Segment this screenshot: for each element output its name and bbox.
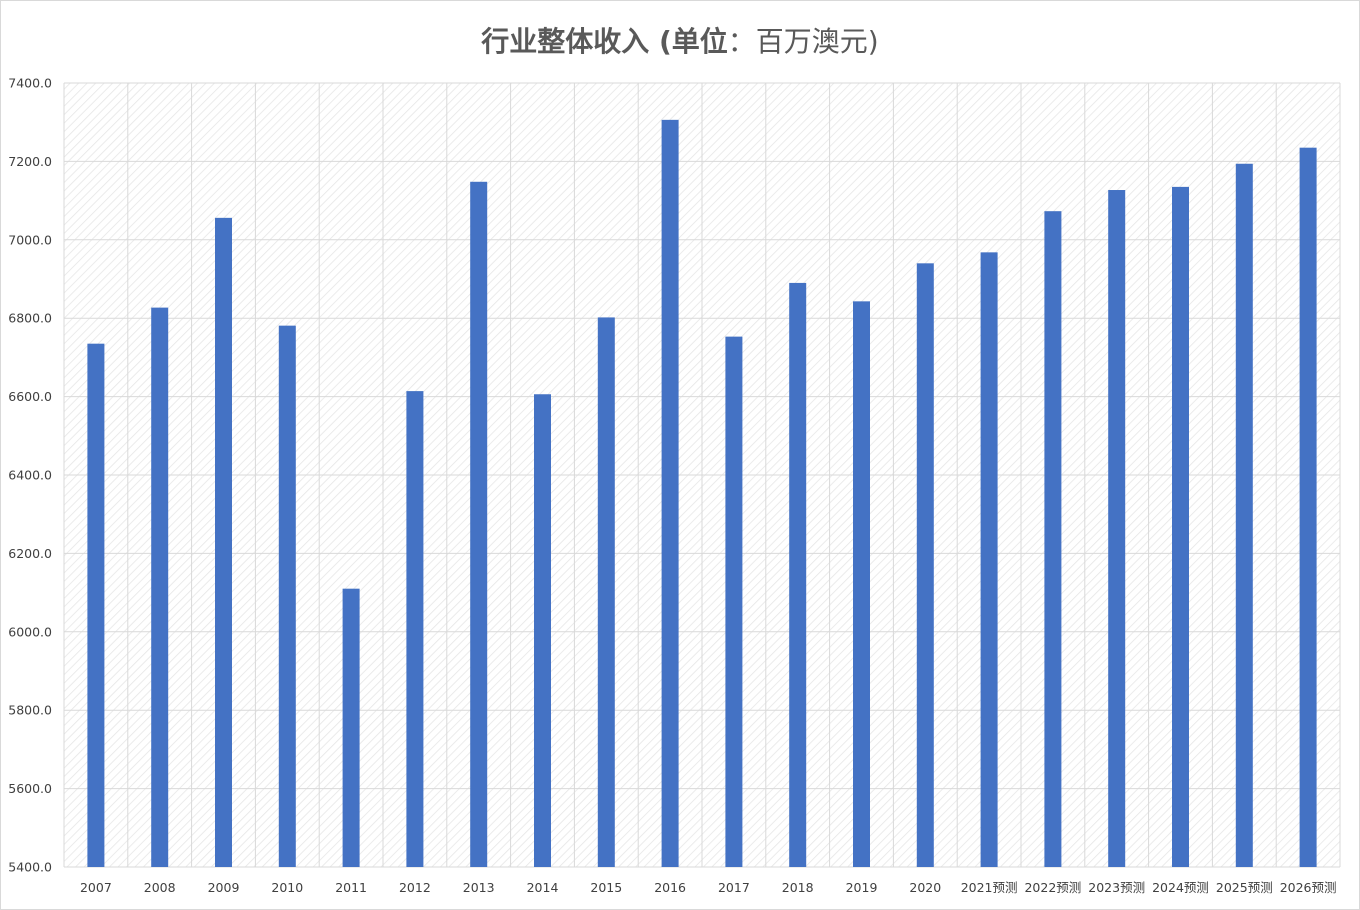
bar-2014: [534, 394, 551, 867]
y-tick-label: 5400.0: [8, 860, 52, 875]
x-tick-label: 2015: [590, 880, 622, 895]
y-tick-label: 7000.0: [8, 232, 52, 247]
bar-2019: [853, 301, 870, 867]
x-tick-label: 2019: [846, 880, 878, 895]
x-tick-label: 2008: [144, 880, 176, 895]
bar-2026预测: [1299, 147, 1317, 867]
bar-2010: [278, 325, 296, 867]
x-tick-label: 2020: [909, 880, 941, 895]
y-tick-label: 6800.0: [8, 311, 52, 326]
bar-2009: [215, 217, 232, 867]
bar-2013: [470, 181, 488, 867]
y-tick-label: 5800.0: [8, 703, 52, 718]
bar-2021预测: [980, 252, 998, 867]
y-tick-label: 6400.0: [8, 468, 52, 483]
x-tick-label: 2014: [527, 880, 559, 895]
bar-2020: [916, 263, 934, 867]
x-axis-ticks: 2007 2008 2009 2010 2011 2012 2013 2014 2015 2016…: [80, 880, 1337, 895]
bar-2022预测: [1044, 211, 1062, 867]
y-axis-ticks: 5400.0 5600.0 5800.0 6000.0 6200.0 6400.0 6600…: [8, 76, 52, 875]
x-tick-label: 2016: [654, 880, 686, 895]
x-tick-label: 2025预测: [1216, 880, 1273, 895]
x-tick-label: 2026预测: [1280, 880, 1337, 895]
y-tick-label: 6200.0: [8, 546, 52, 561]
x-tick-label: 2011: [335, 880, 367, 895]
x-tick-label: 2013: [463, 880, 495, 895]
x-tick-label: 2017: [718, 880, 750, 895]
bar-2011: [342, 588, 360, 867]
y-tick-label: 7200.0: [8, 154, 52, 169]
x-tick-label: 2010: [271, 880, 303, 895]
y-tick-label: 5600.0: [8, 781, 52, 796]
bar-2018: [789, 282, 807, 867]
bar-2007: [87, 343, 105, 867]
x-tick-label: 2007: [80, 880, 112, 895]
bar-2016: [661, 119, 679, 867]
gridlines: [63, 82, 1341, 868]
y-tick-label: 6600.0: [8, 389, 52, 404]
chart-title-unit: ：百万澳元): [727, 25, 879, 58]
bar-2015: [597, 317, 615, 867]
bar-2008: [151, 307, 169, 868]
chart-title-main: 行业整体收入 (单位: [481, 25, 728, 58]
x-tick-label: 2022预测: [1024, 880, 1081, 895]
x-tick-label: 2018: [782, 880, 814, 895]
y-tick-label: 6000.0: [8, 624, 52, 639]
x-tick-label: 2009: [208, 880, 240, 895]
bar-2012: [406, 391, 424, 867]
bars: [87, 119, 1317, 868]
x-tick-label: 2024预测: [1152, 880, 1209, 895]
x-tick-label: 2021预测: [961, 880, 1018, 895]
bar-2017: [725, 336, 743, 867]
x-tick-label: 2012: [399, 880, 431, 895]
bar-2024预测: [1172, 186, 1189, 867]
x-tick-label: 2023预测: [1088, 880, 1145, 895]
chart-title: 行业整体收入 (单位：百万澳元): [0, 20, 1360, 60]
bar-2025预测: [1235, 163, 1253, 867]
bar-2023预测: [1108, 190, 1126, 868]
y-tick-label: 7400.0: [8, 76, 52, 91]
